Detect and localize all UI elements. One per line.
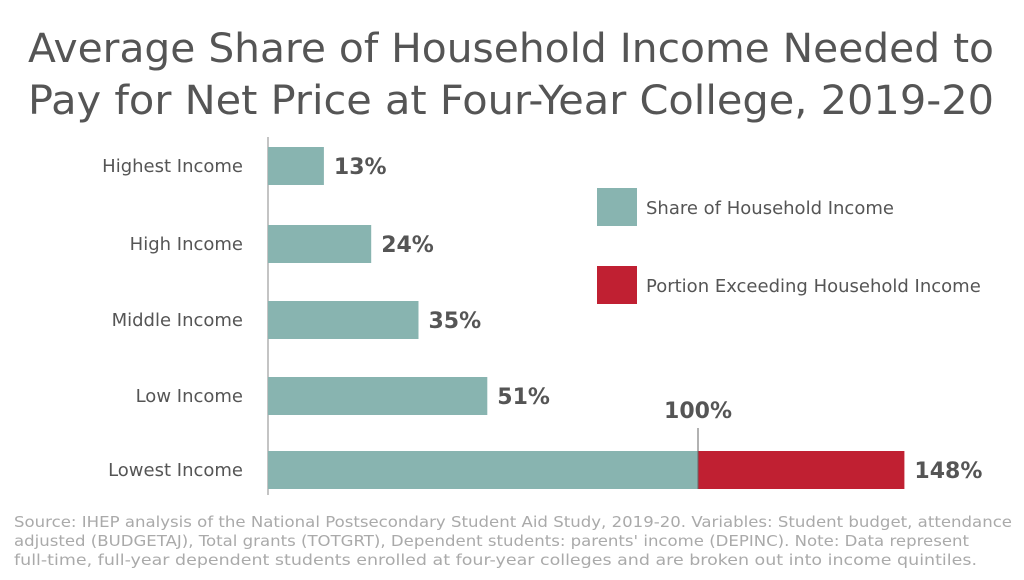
legend-label: Portion Exceeding Household Income <box>646 276 981 297</box>
category-label: Low Income <box>136 386 243 407</box>
chart-title-line-2: Pay for Net Price at Four-Year College, … <box>28 78 994 124</box>
bar-segment-exceeding <box>698 451 905 489</box>
data-label: 51% <box>497 385 550 410</box>
reference-line-label: 100% <box>664 399 732 424</box>
source-line-1: Source: IHEP analysis of the National Po… <box>14 513 1012 531</box>
bar-segment-share <box>268 225 372 263</box>
legend-swatch <box>597 188 637 226</box>
plot-area: Highest Income 13% High Income 24% Middle In… <box>102 137 982 495</box>
bar-segment-share <box>268 147 324 185</box>
source-line-2: adjusted (BUDGETAJ), Total grants (TOTGR… <box>14 532 969 550</box>
category-label: Highest Income <box>102 156 243 177</box>
category-label: Lowest Income <box>108 460 243 481</box>
data-label: 35% <box>429 309 482 334</box>
data-label: 148% <box>914 459 982 484</box>
category-label: High Income <box>130 234 243 255</box>
legend-label: Share of Household Income <box>646 198 894 219</box>
bar-segment-share <box>268 301 419 339</box>
chart-title-line-1: Average Share of Household Income Needed… <box>28 26 994 72</box>
legend: Share of Household Income Portion Exceedi… <box>597 188 981 304</box>
legend-swatch <box>597 266 637 304</box>
source-line-3: full-time, full-year dependent students … <box>14 551 977 569</box>
data-label: 13% <box>334 155 387 180</box>
category-label: Middle Income <box>112 310 243 331</box>
bar-segment-share <box>268 377 488 415</box>
bar-segment-share <box>268 451 698 489</box>
data-label: 24% <box>381 233 434 258</box>
